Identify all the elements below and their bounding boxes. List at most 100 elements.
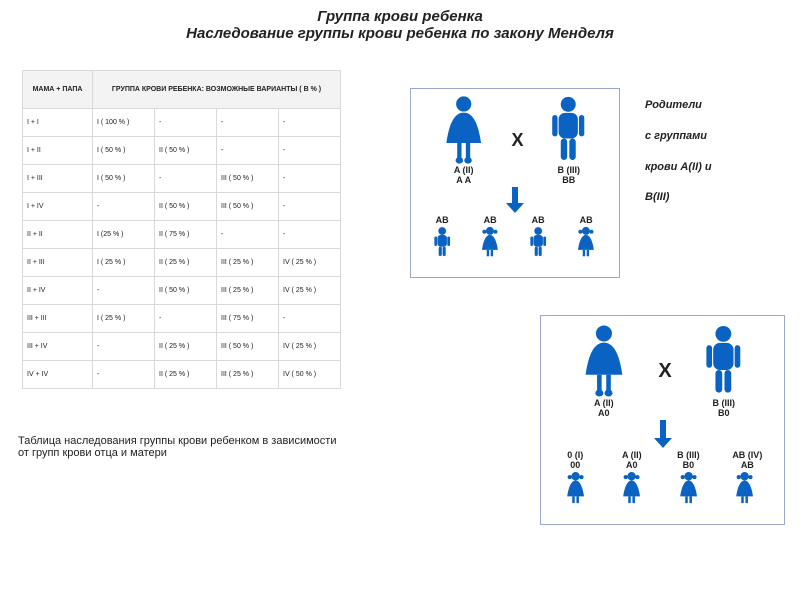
title-line1: Группа крови ребенка: [0, 8, 800, 25]
cross-symbol: X: [511, 130, 523, 151]
child-figure: AB: [478, 215, 502, 259]
table-cell: II ( 50 % ): [155, 193, 217, 221]
mother-label: A (II)A A: [442, 165, 485, 185]
side-text-l3: крови A(II) и: [645, 152, 712, 183]
father-figure: B (III)BB: [549, 95, 588, 185]
table-cell: -: [155, 165, 217, 193]
mother-figure: A (II)A A: [442, 95, 485, 185]
arrow-down-icon: [506, 187, 524, 213]
table-cell: -: [279, 109, 341, 137]
table-cell: II + II: [23, 221, 93, 249]
table-cell: IV + IV: [23, 361, 93, 389]
table-cell: I + III: [23, 165, 93, 193]
side-text-l1: Родители: [645, 90, 712, 121]
table-header-parents: МАМА + ПАПА: [23, 71, 93, 109]
child-label: 0 (I)00: [563, 450, 588, 470]
table-cell: II ( 50 % ): [155, 277, 217, 305]
table-cell: -: [279, 305, 341, 333]
title-line2: Наследование группы крови ребенка по зак…: [0, 25, 800, 42]
girl-icon: [732, 470, 757, 506]
table-cell: II + III: [23, 249, 93, 277]
table-cell: -: [93, 277, 155, 305]
inheritance-table: МАМА + ПАПАГРУППА КРОВИ РЕБЕНКА: ВОЗМОЖН…: [22, 70, 341, 389]
child-figure: A (II)A0: [619, 450, 644, 506]
table-cell: IV ( 25 % ): [279, 277, 341, 305]
diagram-2: A (II)A0 X B (III)B0 0 (I)00: [540, 315, 785, 525]
child-label: B (III)B0: [676, 450, 701, 470]
father-label: B (III)B0: [703, 398, 744, 418]
table-header-variants: ГРУППА КРОВИ РЕБЕНКА: ВОЗМОЖНЫЕ ВАРИАНТЫ…: [93, 71, 341, 109]
table-cell: III ( 25 % ): [217, 249, 279, 277]
table-cell: II ( 50 % ): [155, 137, 217, 165]
table-cell: I + I: [23, 109, 93, 137]
table-cell: II ( 75 % ): [155, 221, 217, 249]
inheritance-table-wrap: МАМА + ПАПАГРУППА КРОВИ РЕБЕНКА: ВОЗМОЖН…: [22, 70, 341, 389]
table-cell: II ( 25 % ): [155, 333, 217, 361]
table-cell: I ( 50 % ): [93, 165, 155, 193]
table-cell: -: [93, 361, 155, 389]
boy-icon: [528, 225, 548, 259]
cross-symbol: X: [658, 360, 671, 383]
child-label: AB: [528, 215, 548, 225]
child-label: AB: [432, 215, 452, 225]
child-figure: AB: [574, 215, 598, 259]
table-cell: I ( 25 % ): [93, 249, 155, 277]
table-cell: III ( 50 % ): [217, 165, 279, 193]
girl-icon: [563, 470, 588, 506]
child-figure: AB: [528, 215, 548, 259]
table-cell: IV ( 25 % ): [279, 333, 341, 361]
table-cell: I ( 100 % ): [93, 109, 155, 137]
table-cell: I ( 50 % ): [93, 137, 155, 165]
table-cell: -: [155, 305, 217, 333]
table-cell: III ( 75 % ): [217, 305, 279, 333]
father-label: B (III)BB: [549, 165, 588, 185]
table-cell: -: [279, 137, 341, 165]
girl-icon: [574, 225, 598, 259]
table-cell: -: [279, 193, 341, 221]
child-figure: 0 (I)00: [563, 450, 588, 506]
table-cell: IV ( 50 % ): [279, 361, 341, 389]
table-cell: II ( 25 % ): [155, 361, 217, 389]
table-cell: I ( 25 % ): [93, 305, 155, 333]
page-title: Группа крови ребенка Наследование группы…: [0, 0, 800, 42]
side-text-l2: с группами: [645, 121, 712, 152]
table-cell: -: [155, 109, 217, 137]
table-cell: II ( 25 % ): [155, 249, 217, 277]
diagram-1: A (II)A A X B (III)BB AB: [410, 88, 620, 278]
table-cell: I + II: [23, 137, 93, 165]
table-cell: -: [217, 221, 279, 249]
table-cell: I (25 % ): [93, 221, 155, 249]
table-cell: III + III: [23, 305, 93, 333]
child-label: AB: [478, 215, 502, 225]
girl-icon: [676, 470, 701, 506]
table-cell: III ( 50 % ): [217, 193, 279, 221]
child-label: AB: [574, 215, 598, 225]
child-figure: AB (IV)AB: [732, 450, 762, 506]
arrow-down-icon: [654, 420, 672, 448]
child-label: A (II)A0: [619, 450, 644, 470]
father-figure: B (III)B0: [703, 324, 744, 418]
table-cell: III ( 50 % ): [217, 333, 279, 361]
mother-label: A (II)A0: [581, 398, 627, 418]
woman-icon: [581, 324, 627, 398]
table-cell: II + IV: [23, 277, 93, 305]
boy-icon: [432, 225, 452, 259]
girl-icon: [478, 225, 502, 259]
side-text: Родители с группами крови A(II) и B(III): [645, 90, 712, 213]
table-cell: III ( 25 % ): [217, 277, 279, 305]
table-caption: Таблица наследования группы крови ребенк…: [18, 435, 336, 459]
table-cell: III + IV: [23, 333, 93, 361]
table-cell: -: [93, 193, 155, 221]
mother-figure: A (II)A0: [581, 324, 627, 418]
man-icon: [703, 324, 744, 398]
table-cell: -: [279, 165, 341, 193]
table-cell: I + IV: [23, 193, 93, 221]
table-cell: IV ( 25 % ): [279, 249, 341, 277]
table-cell: -: [279, 221, 341, 249]
child-label: AB (IV)AB: [732, 450, 762, 470]
table-cell: III ( 25 % ): [217, 361, 279, 389]
side-text-l4: B(III): [645, 182, 712, 213]
man-icon: [549, 95, 588, 165]
table-cell: -: [217, 109, 279, 137]
table-cell: -: [93, 333, 155, 361]
